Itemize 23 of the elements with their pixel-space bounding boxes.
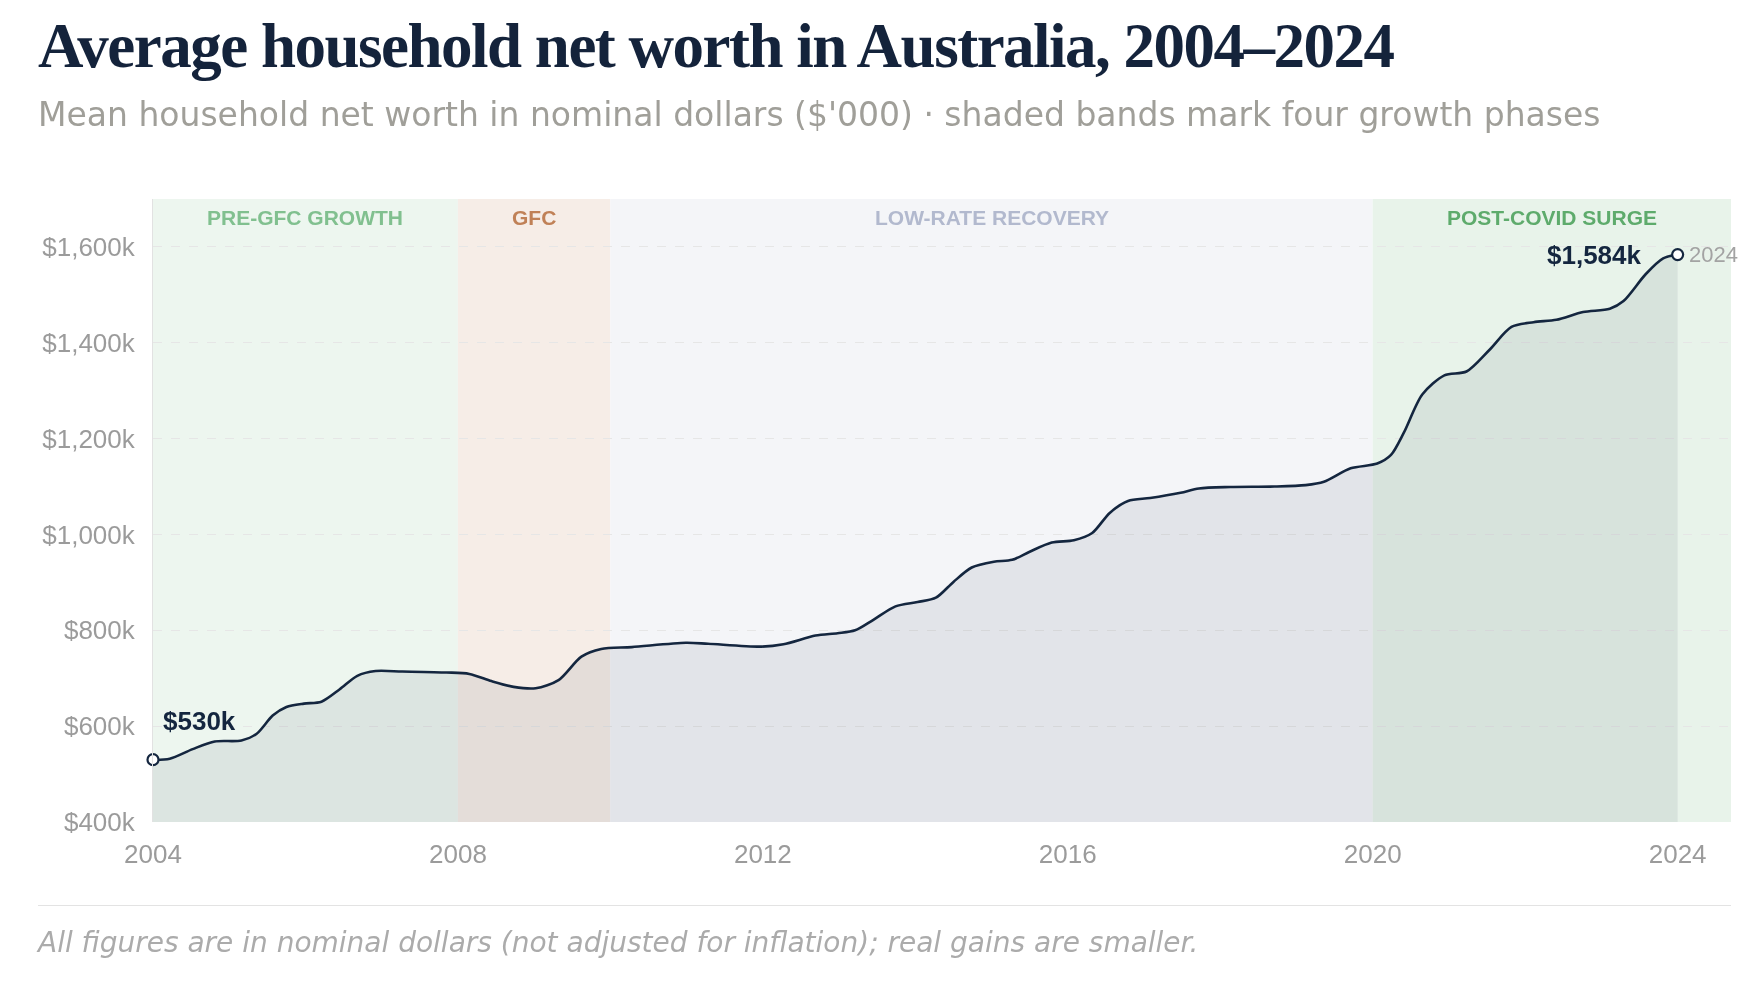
data-label: $530k (163, 706, 236, 736)
band-label: GFC (512, 206, 557, 229)
y-tick-label: $600k (63, 711, 136, 742)
x-tick-label: 2004 (124, 839, 182, 869)
x-tick-label: 2012 (733, 839, 792, 869)
x-tick-label: 2016 (1038, 839, 1097, 869)
y-tick-label: $1,400k (42, 327, 136, 358)
chart-subtitle: Mean household net worth in nominal dollars ($'000) · shaded bands mark four growth phases (38, 95, 1601, 134)
text: All figures are in nominal dollars (not adjusted for inflation); real gains are smaller. (38, 926, 1199, 959)
y-tick-label: $400k (63, 807, 136, 838)
band-label: POST-COVID SURGE (1447, 206, 1658, 229)
data-label: $1,584k (1547, 240, 1642, 270)
chart-title: Average household net worth in Australia, 2004–2024 (38, 10, 1394, 83)
y-tick-label: $1,000k (42, 519, 136, 550)
y-tick-label: $1,200k (42, 423, 136, 454)
y-tick-label: $1,600k (42, 232, 136, 263)
band-label: LOW-RATE RECOVERY (875, 206, 1110, 229)
band-label: PRE-GFC GROWTH (207, 206, 403, 229)
annotation: 2024 (1689, 242, 1738, 267)
x-tick-label: 2020 (1343, 839, 1402, 869)
y-tick-label: $800k (63, 615, 136, 646)
x-tick-label: 2008 (429, 839, 487, 869)
x-tick-label: 2024 (1648, 839, 1707, 869)
